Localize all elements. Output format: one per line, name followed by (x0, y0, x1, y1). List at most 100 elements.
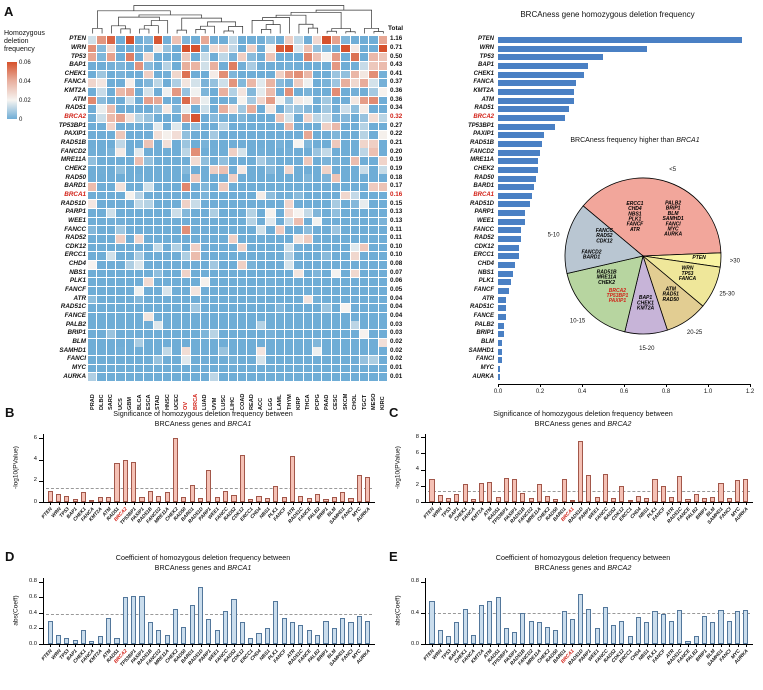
heatmap-cell (294, 165, 303, 174)
panel-c-xtick (622, 502, 623, 505)
heatmap-cell (256, 122, 266, 131)
panel-d-xtick (250, 644, 252, 647)
heatmap-cell (228, 226, 238, 235)
panel-d-bar (139, 595, 145, 644)
heatmap-gene-label: CHEK2 (64, 164, 86, 172)
cancer-type-label: UCEC (172, 384, 181, 410)
freq-bar (498, 201, 530, 208)
heatmap-cell (266, 234, 275, 243)
heatmap-cell (284, 304, 294, 312)
panel-b-bar (356, 475, 362, 502)
heatmap-cell (284, 105, 294, 113)
panel-c-ytick (421, 469, 425, 471)
heatmap-cell (181, 286, 191, 295)
panel-c-xtick (531, 502, 532, 505)
panel-b-bar (131, 461, 137, 502)
heatmap-cell (228, 295, 238, 304)
heatmap-cell (106, 364, 116, 373)
heatmap-cell (303, 122, 313, 131)
heatmap-cell (219, 174, 228, 183)
heatmap-cell (97, 226, 106, 235)
panel-c-title-sub: BRCAness genes and (534, 419, 608, 428)
heatmap-cell (209, 87, 219, 96)
heatmap-cell (228, 286, 238, 295)
heatmap-legend-title: Homozygous deletion frequency (4, 30, 45, 53)
heatmap-cell (200, 44, 209, 53)
heatmap-cell (275, 347, 284, 356)
heatmap-cell (191, 131, 200, 139)
total-value: 0.11 (390, 234, 402, 242)
panel-d-bar (314, 634, 321, 644)
heatmap-gene-label: FANCE (64, 312, 86, 319)
heatmap-cell (284, 44, 294, 53)
heatmap-cell (97, 165, 106, 174)
heatmap-cell (153, 191, 163, 200)
heatmap-cell (341, 295, 350, 304)
heatmap-cell (153, 321, 163, 330)
heatmap-cell (238, 347, 247, 356)
heatmap-cell (209, 364, 219, 373)
heatmap-cell (275, 295, 284, 304)
heatmap-cell (219, 295, 228, 304)
heatmap-cell (256, 243, 266, 252)
panel-d-xtick (125, 644, 127, 647)
heatmap-cell (331, 321, 341, 330)
pie-gene-labels: BAP1 CHEK1 KMT2A (637, 295, 655, 311)
heatmap-cell (275, 269, 284, 278)
panel-d-xtick (267, 644, 269, 647)
heatmap-cell (350, 243, 359, 252)
heatmap-cell (125, 373, 134, 382)
heatmap-cell (116, 356, 125, 364)
pie-gene-name: PLK1 (629, 217, 642, 223)
heatmap-cell (238, 286, 247, 295)
panel-e-xtick (729, 644, 731, 647)
freq-bar (498, 236, 522, 243)
heatmap-cell (350, 364, 359, 373)
pie-title-prefix: BRCAness frequency higher than (570, 137, 675, 144)
freq-bar-tick (498, 384, 499, 387)
heatmap-cell (303, 209, 313, 217)
heatmap-cell (191, 70, 200, 79)
heatmap-cell (331, 243, 341, 252)
heatmap-cell (88, 347, 97, 356)
dendrogram-branch (364, 27, 379, 34)
heatmap-cell (116, 234, 125, 243)
heatmap-cell (275, 191, 284, 200)
heatmap-cell (303, 70, 313, 79)
freq-bar (498, 322, 505, 329)
panel-d-xtick (192, 644, 193, 647)
heatmap-gene-label: PALB2 (65, 320, 86, 328)
pie-gene-labels: WRN TP53 FANCA (679, 266, 697, 282)
panel-c-xtick (440, 502, 442, 505)
heatmap-cell (125, 364, 134, 373)
heatmap-cell (125, 96, 134, 105)
panel-d-bar (164, 634, 170, 644)
heatmap-cell (200, 53, 209, 62)
cancer-type-text: LGG (267, 397, 274, 410)
heatmap-cell (350, 157, 359, 165)
freq-bar-gene-label: RAD51 (474, 105, 494, 112)
heatmap-cell (238, 174, 247, 183)
panel-b-xtick (209, 502, 210, 505)
panel-c-ylabel: -log10(PValue) (394, 446, 402, 489)
panel-e-xtick (671, 644, 673, 647)
panel-b-xtick (351, 502, 352, 505)
heatmap-cell (378, 122, 388, 131)
heatmap-cell (313, 286, 322, 295)
cancer-type-text: GBM (127, 396, 134, 410)
heatmap-cell (144, 356, 153, 364)
heatmap-cell (106, 113, 116, 122)
panel-d-xtick (326, 644, 327, 647)
panel-b-bar (114, 462, 120, 502)
dendrogram-branch (228, 26, 244, 34)
panel-c-bar (462, 484, 468, 502)
heatmap-cell (369, 330, 378, 338)
heatmap-cell (106, 139, 116, 148)
heatmap-cell (256, 53, 266, 62)
pie-gene-labels: ATM RAD51 RAD50 (662, 286, 679, 302)
heatmap-gene-label: WRN (70, 43, 86, 51)
heatmap-cell (134, 373, 144, 382)
pie-slice (564, 205, 644, 274)
pie-slice (566, 255, 644, 333)
heatmap-cell (341, 373, 350, 382)
